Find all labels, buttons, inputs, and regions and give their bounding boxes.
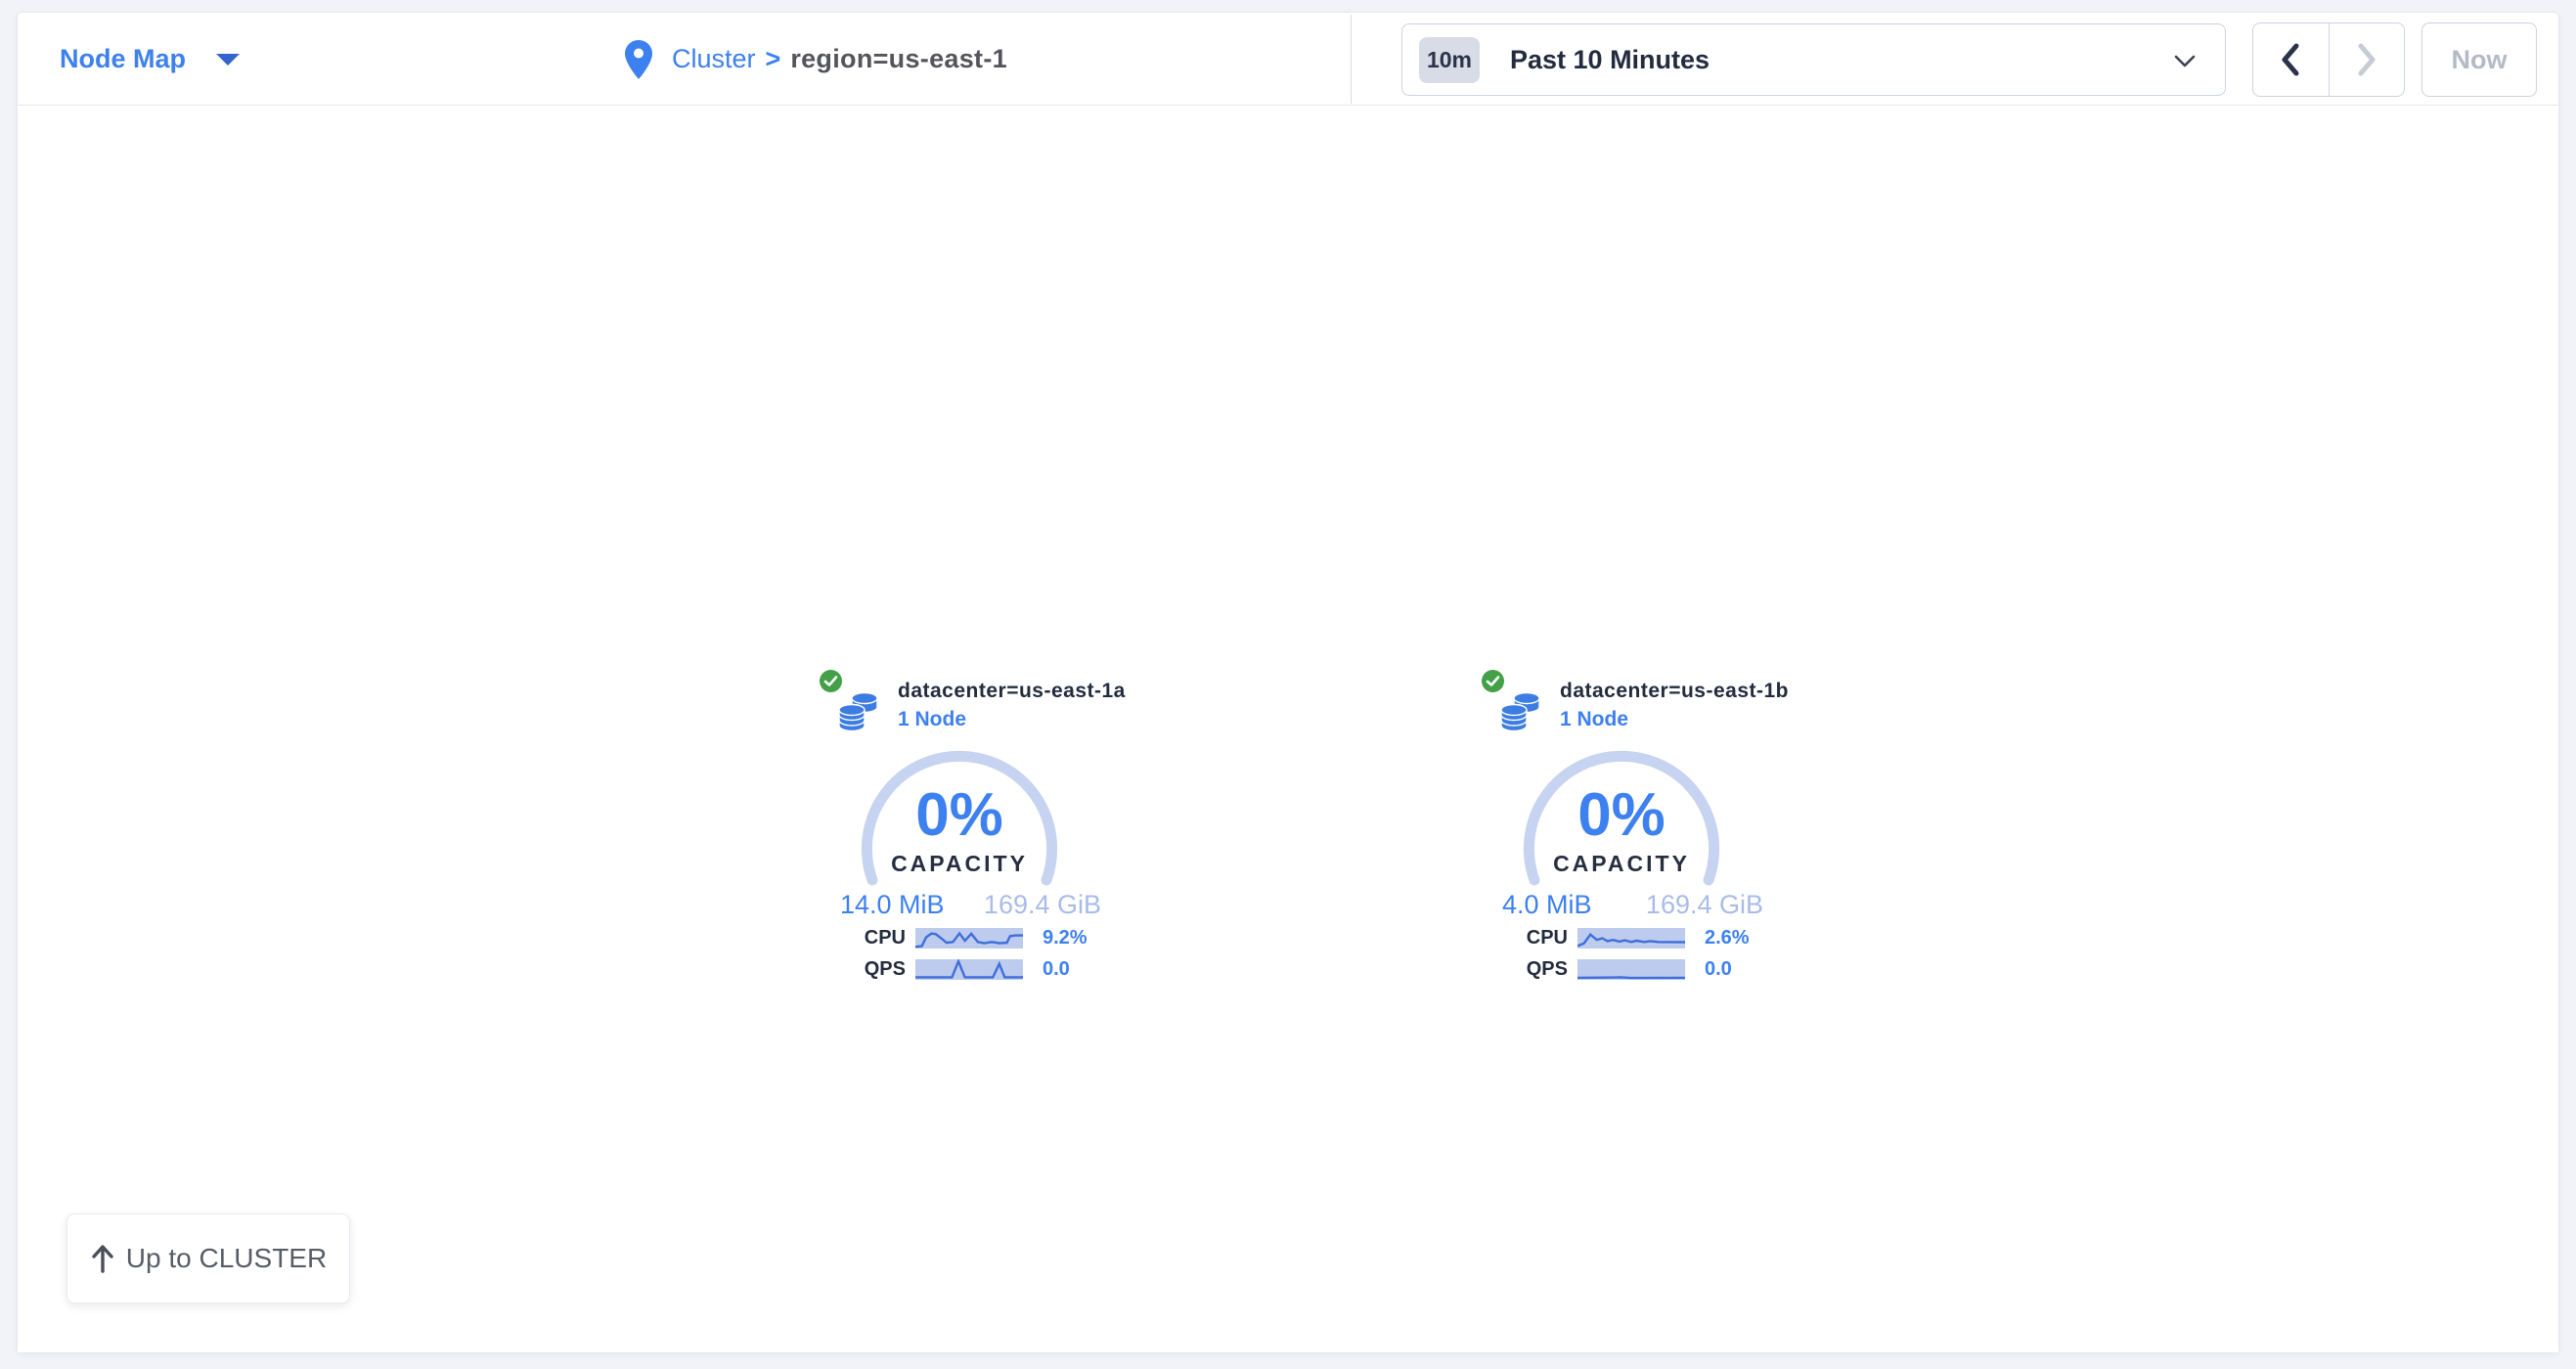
qps-value: 0.0 — [1705, 958, 1732, 980]
capacity-range: 4.0 MiB 169.4 GiB — [1502, 890, 1763, 920]
now-button[interactable]: Now — [2421, 22, 2537, 97]
cpu-label: CPU — [1526, 927, 1568, 949]
up-to-cluster-label: Up to CLUSTER — [125, 1243, 328, 1273]
qps-value: 0.0 — [1043, 958, 1070, 980]
capacity-gauge: 0% CAPACITY — [1519, 745, 1724, 892]
qps-metric-row: QPS 0.0 — [842, 958, 1070, 980]
time-range-dropdown[interactable]: 10m Past 10 Minutes — [1401, 23, 2226, 96]
cpu-sparkline — [1577, 928, 1685, 949]
up-to-cluster-button[interactable]: Up to CLUSTER — [67, 1214, 350, 1303]
toolbar-divider — [1351, 15, 1352, 104]
chevron-down-icon — [2174, 55, 2196, 67]
qps-sparkline — [1577, 959, 1685, 980]
chevron-left-icon — [2282, 43, 2299, 76]
capacity-arc — [1523, 750, 1720, 886]
time-range-badge: 10m — [1419, 36, 1480, 83]
toolbar: Node Map Cluster > region=us-east-1 10m … — [18, 13, 2558, 106]
datacenter-name: datacenter=us-east-1a — [898, 680, 1126, 702]
node-map-panel: Node Map Cluster > region=us-east-1 10m … — [17, 12, 2559, 1352]
capacity-used: 14.0 MiB — [840, 890, 945, 919]
datacenter-node-count: 1 Node — [898, 708, 967, 730]
healthy-check-icon — [1482, 670, 1504, 692]
healthy-check-icon — [820, 670, 842, 692]
capacity-arc — [861, 750, 1058, 886]
cpu-metric-row: CPU 2.6% — [1504, 927, 1750, 949]
datacenter-node-count: 1 Node — [1560, 708, 1629, 730]
capacity-total: 169.4 GiB — [983, 890, 1101, 919]
capacity-total: 169.4 GiB — [1645, 890, 1763, 919]
datacenter-name: datacenter=us-east-1b — [1560, 680, 1790, 702]
cpu-sparkline — [915, 928, 1023, 949]
chevron-right-icon — [2358, 43, 2376, 76]
breadcrumb-current: region=us-east-1 — [790, 44, 1007, 73]
cpu-label: CPU — [864, 927, 906, 949]
qps-sparkline — [915, 959, 1023, 980]
time-prev-button[interactable] — [2253, 23, 2330, 96]
capacity-range: 14.0 MiB 169.4 GiB — [840, 890, 1101, 920]
capacity-caption: CAPACITY — [1553, 851, 1690, 876]
arrow-up-icon — [92, 1245, 113, 1273]
capacity-caption: CAPACITY — [891, 851, 1028, 876]
cpu-value: 9.2% — [1043, 927, 1088, 949]
datacenter-card-us-east-1b[interactable]: datacenter=us-east-1b 1 Node 0% CAPACITY… — [1475, 662, 1789, 990]
breadcrumb-separator: > — [765, 44, 781, 73]
cpu-value: 2.6% — [1705, 927, 1750, 949]
caret-down-icon — [216, 53, 241, 66]
view-selector-dropdown[interactable]: Node Map — [60, 13, 241, 106]
capacity-gauge: 0% CAPACITY — [857, 745, 1062, 892]
qps-label: QPS — [1526, 958, 1568, 980]
qps-metric-row: QPS 0.0 — [1504, 958, 1732, 980]
time-next-button-disabled[interactable] — [2330, 23, 2405, 96]
location-pin-icon — [625, 39, 652, 79]
cpu-metric-row: CPU 9.2% — [842, 927, 1088, 949]
datacenter-card-us-east-1a[interactable]: datacenter=us-east-1a 1 Node 0% CAPACITY… — [813, 662, 1125, 990]
breadcrumb-cluster-link[interactable]: Cluster — [672, 44, 756, 73]
breadcrumb: Cluster > region=us-east-1 — [625, 13, 1007, 106]
capacity-percent: 0% — [1577, 781, 1666, 849]
time-nav-buttons — [2252, 22, 2405, 97]
database-stack-icon — [838, 691, 878, 732]
view-selector-label: Node Map — [60, 44, 187, 73]
database-stack-icon — [1500, 691, 1540, 732]
map-canvas: datacenter=us-east-1a 1 Node 0% CAPACITY… — [18, 107, 2558, 1352]
capacity-used: 4.0 MiB — [1502, 890, 1592, 919]
capacity-percent: 0% — [915, 781, 1003, 849]
qps-label: QPS — [864, 958, 906, 980]
time-range-label: Past 10 Minutes — [1510, 44, 1710, 74]
